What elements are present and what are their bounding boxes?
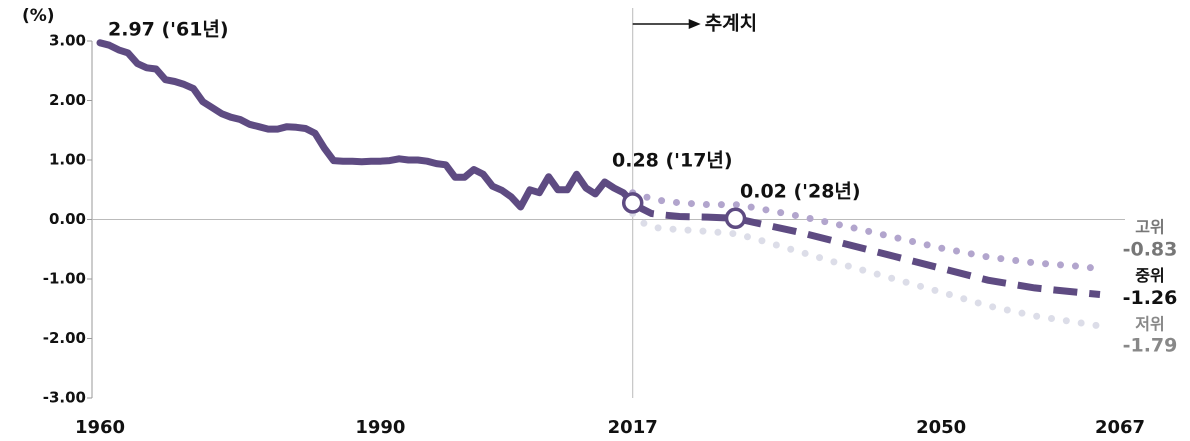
y-tick-label: -3.00 [43,389,86,407]
annotation: 0.28 ('17년) [612,150,733,172]
series-line [630,199,1101,298]
point-marker [621,192,644,214]
series-line [629,189,1104,273]
x-tick-label: 2050 [916,417,966,438]
legend-label: 고위 [1135,217,1164,236]
x-tick-label: 1960 [75,417,125,438]
end-value-label: -1.79 [1123,335,1178,357]
y-axis-label: (%) [22,6,55,26]
end-value-label: -1.26 [1123,287,1178,309]
legend-label: 저위 [1135,315,1164,334]
x-tick-label: 2017 [608,417,658,438]
y-tick-label: 0.00 [49,210,86,228]
annotation: 0.02 ('28년) [740,181,861,203]
annotation: 2.97 ('61년) [108,19,229,41]
point-marker [724,207,747,230]
y-tick-label: -2.00 [43,329,86,347]
y-tick-label: -1.00 [43,270,86,288]
end-value-label: -0.83 [1123,238,1178,260]
series-line [629,210,1104,330]
y-tick-label: 1.00 [49,151,86,169]
y-tick-label: 3.00 [49,32,86,50]
series-line [96,39,637,211]
annotation: 추계치 [705,13,757,35]
x-tick-label: 1990 [355,417,405,438]
y-tick-label: 2.00 [49,91,86,109]
x-tick-label: 2067 [1095,417,1145,438]
legend-label: 중위 [1135,266,1164,285]
forecast-arrowhead [688,19,701,29]
